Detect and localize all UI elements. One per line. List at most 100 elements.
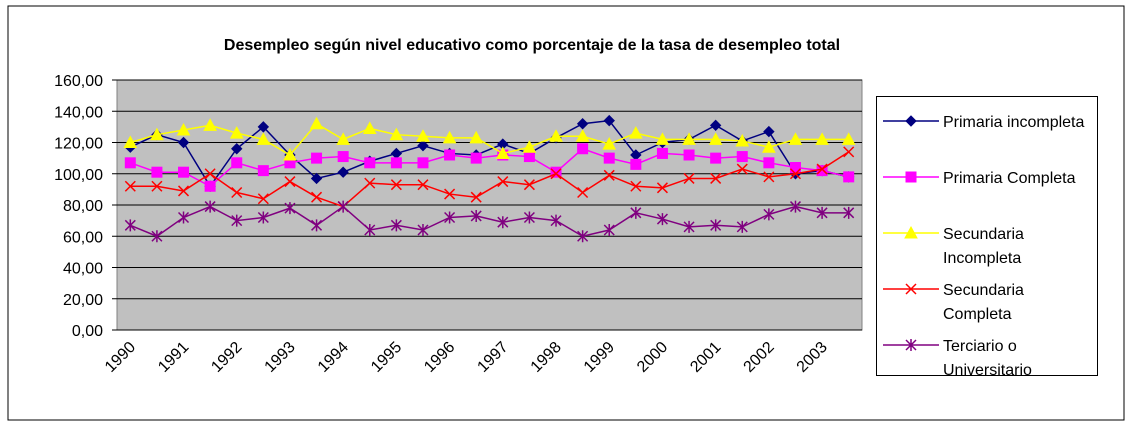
marker [417, 224, 429, 236]
marker [231, 214, 243, 227]
series-line [130, 205, 849, 238]
marker [311, 152, 323, 164]
marker [390, 179, 402, 191]
legend-label: Secundaria Completa [943, 282, 1024, 323]
y-tick-label: 140,00 [54, 104, 103, 121]
legend-label: Secundaria Incompleta [943, 226, 1024, 267]
legend-swatch [883, 283, 939, 295]
marker [710, 152, 722, 164]
marker [231, 157, 243, 169]
marker [151, 230, 163, 243]
marker [177, 185, 190, 197]
legend-swatch [883, 115, 939, 127]
chart-title: Desempleo según nivel educativo como por… [224, 37, 840, 54]
marker [549, 129, 563, 142]
marker [577, 186, 589, 199]
legend-entry: Primaria Completa [877, 161, 1099, 217]
marker [390, 157, 402, 169]
marker [603, 114, 615, 127]
y-tick-label: 60,00 [63, 229, 103, 246]
marker [442, 130, 457, 144]
marker [656, 213, 668, 226]
legend-label: Terciario o Universitario [943, 338, 1032, 379]
marker [283, 147, 297, 161]
marker [495, 146, 510, 159]
marker [176, 122, 191, 136]
marker [309, 116, 324, 130]
marker [124, 180, 136, 192]
marker [177, 211, 190, 224]
marker [231, 186, 243, 199]
marker [630, 206, 642, 219]
marker [336, 132, 351, 145]
marker [735, 133, 750, 147]
marker [708, 132, 723, 145]
marker [497, 216, 509, 229]
marker [763, 208, 775, 221]
marker [682, 132, 696, 145]
legend-entry: Secundaria Completa [877, 273, 1099, 329]
marker [257, 165, 269, 177]
marker [284, 176, 296, 188]
series-line [130, 122, 849, 156]
marker [310, 172, 323, 185]
legend-label: Primaria incompleta [943, 114, 1085, 131]
marker [417, 179, 429, 191]
marker [337, 200, 349, 213]
marker [523, 179, 535, 191]
marker [257, 193, 269, 205]
marker [229, 126, 244, 139]
marker [124, 219, 136, 232]
marker [816, 206, 828, 219]
marker [628, 126, 643, 139]
marker [683, 149, 695, 161]
marker [577, 230, 589, 243]
marker [444, 211, 456, 224]
marker [389, 127, 404, 141]
legend: Primaria incompleta Primaria Completa Secu… [876, 96, 1099, 379]
marker [762, 140, 776, 153]
marker [337, 151, 349, 163]
legend-label: Primaria Completa [943, 170, 1076, 187]
marker [550, 166, 562, 178]
marker [710, 172, 722, 184]
marker [256, 132, 271, 145]
marker [522, 140, 537, 153]
marker [656, 147, 668, 159]
marker [417, 157, 429, 169]
marker [602, 137, 617, 150]
marker [150, 127, 164, 141]
marker [905, 283, 917, 295]
marker [231, 143, 243, 155]
legend-swatch [883, 339, 939, 351]
marker [311, 219, 323, 232]
marker [904, 225, 918, 239]
marker [843, 171, 855, 183]
y-tick-label: 40,00 [63, 261, 103, 278]
y-tick-label: 160,00 [54, 73, 103, 90]
marker [123, 135, 138, 148]
marker [736, 151, 748, 163]
y-tick-label: 20,00 [63, 292, 103, 309]
marker [203, 118, 217, 131]
marker [736, 220, 748, 233]
legend-entry: Terciario o Universitario [877, 329, 1099, 385]
series-line [130, 147, 849, 188]
y-tick-label: 100,00 [54, 167, 103, 184]
marker [550, 214, 562, 227]
marker [257, 121, 270, 133]
y-tick-label: 120,00 [54, 136, 103, 153]
marker [841, 132, 856, 145]
marker [789, 200, 802, 213]
marker [364, 224, 376, 236]
marker [178, 166, 190, 178]
marker [204, 180, 216, 192]
marker [683, 220, 695, 233]
marker [905, 115, 917, 127]
marker [151, 180, 163, 192]
marker [763, 125, 775, 138]
series-line [129, 119, 849, 188]
marker [763, 157, 775, 169]
marker [470, 152, 482, 164]
